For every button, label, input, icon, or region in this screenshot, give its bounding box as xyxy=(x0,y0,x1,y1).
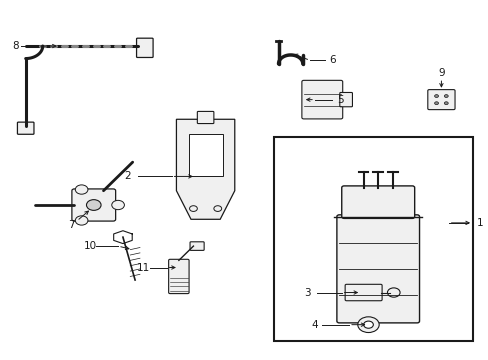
Text: 1: 1 xyxy=(476,218,483,228)
FancyBboxPatch shape xyxy=(190,242,203,250)
Text: 11: 11 xyxy=(137,262,150,273)
Text: 7: 7 xyxy=(68,220,75,230)
FancyBboxPatch shape xyxy=(345,284,381,301)
Bar xyxy=(273,137,472,341)
Circle shape xyxy=(189,206,197,211)
Circle shape xyxy=(112,201,124,210)
Circle shape xyxy=(75,185,88,194)
Circle shape xyxy=(434,95,438,98)
Text: 10: 10 xyxy=(83,241,97,251)
FancyBboxPatch shape xyxy=(339,93,352,107)
FancyBboxPatch shape xyxy=(301,80,342,119)
Circle shape xyxy=(213,206,221,211)
FancyBboxPatch shape xyxy=(168,259,189,294)
FancyBboxPatch shape xyxy=(336,215,419,323)
FancyBboxPatch shape xyxy=(72,189,116,221)
Text: 6: 6 xyxy=(329,55,336,65)
FancyBboxPatch shape xyxy=(427,90,454,110)
FancyBboxPatch shape xyxy=(18,122,34,134)
FancyBboxPatch shape xyxy=(341,186,414,219)
Circle shape xyxy=(386,288,399,297)
Circle shape xyxy=(75,216,88,225)
Text: 3: 3 xyxy=(304,288,310,297)
Text: 8: 8 xyxy=(13,41,19,51)
Circle shape xyxy=(357,317,378,333)
Text: 2: 2 xyxy=(124,171,131,181)
Text: 5: 5 xyxy=(336,95,343,105)
Circle shape xyxy=(363,321,372,328)
Circle shape xyxy=(86,200,101,210)
Polygon shape xyxy=(188,134,222,176)
Polygon shape xyxy=(176,119,234,219)
Text: 4: 4 xyxy=(311,320,318,330)
Text: 9: 9 xyxy=(437,68,444,78)
FancyBboxPatch shape xyxy=(136,38,153,58)
FancyBboxPatch shape xyxy=(197,111,213,123)
Circle shape xyxy=(434,102,438,105)
Circle shape xyxy=(444,102,447,105)
Circle shape xyxy=(444,95,447,98)
